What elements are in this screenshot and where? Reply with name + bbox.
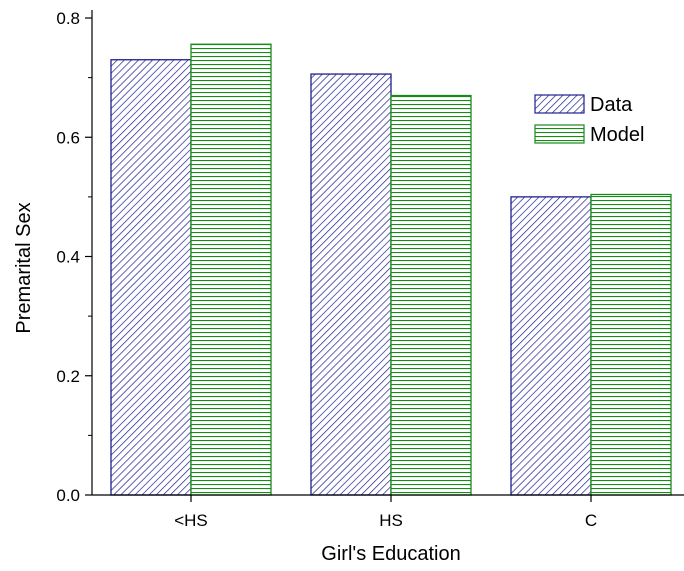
bar-data-2	[510, 196, 592, 496]
x-tick-label: C	[585, 511, 597, 530]
x-tick-label: <HS	[174, 511, 208, 530]
legend-label-model: Model	[590, 124, 644, 146]
y-tick-label: 0.0	[56, 486, 80, 505]
legend: Data Model	[534, 94, 644, 146]
x-ticks-group: <HS HS C	[174, 495, 597, 530]
bar-model-1	[390, 94, 472, 496]
bar-data-0	[110, 59, 192, 496]
x-axis-label: Girl's Education	[321, 543, 460, 565]
y-tick-label: 0.2	[56, 367, 80, 386]
legend-swatch-data	[534, 94, 585, 114]
x-tick-label: HS	[379, 511, 403, 530]
y-ticks-group: 0.0 0.2 0.4 0.6 0.8	[56, 9, 92, 505]
legend-swatch-model	[534, 124, 585, 144]
y-axis-label: Premarital Sex	[13, 202, 35, 333]
bar-model-0	[190, 43, 272, 496]
bars-group	[110, 43, 672, 496]
bar-data-1	[310, 73, 392, 496]
y-tick-label: 0.4	[56, 248, 80, 267]
y-tick-label: 0.6	[56, 128, 80, 147]
legend-label-data: Data	[590, 94, 633, 116]
y-tick-label: 0.8	[56, 9, 80, 28]
bar-model-2	[590, 193, 672, 496]
